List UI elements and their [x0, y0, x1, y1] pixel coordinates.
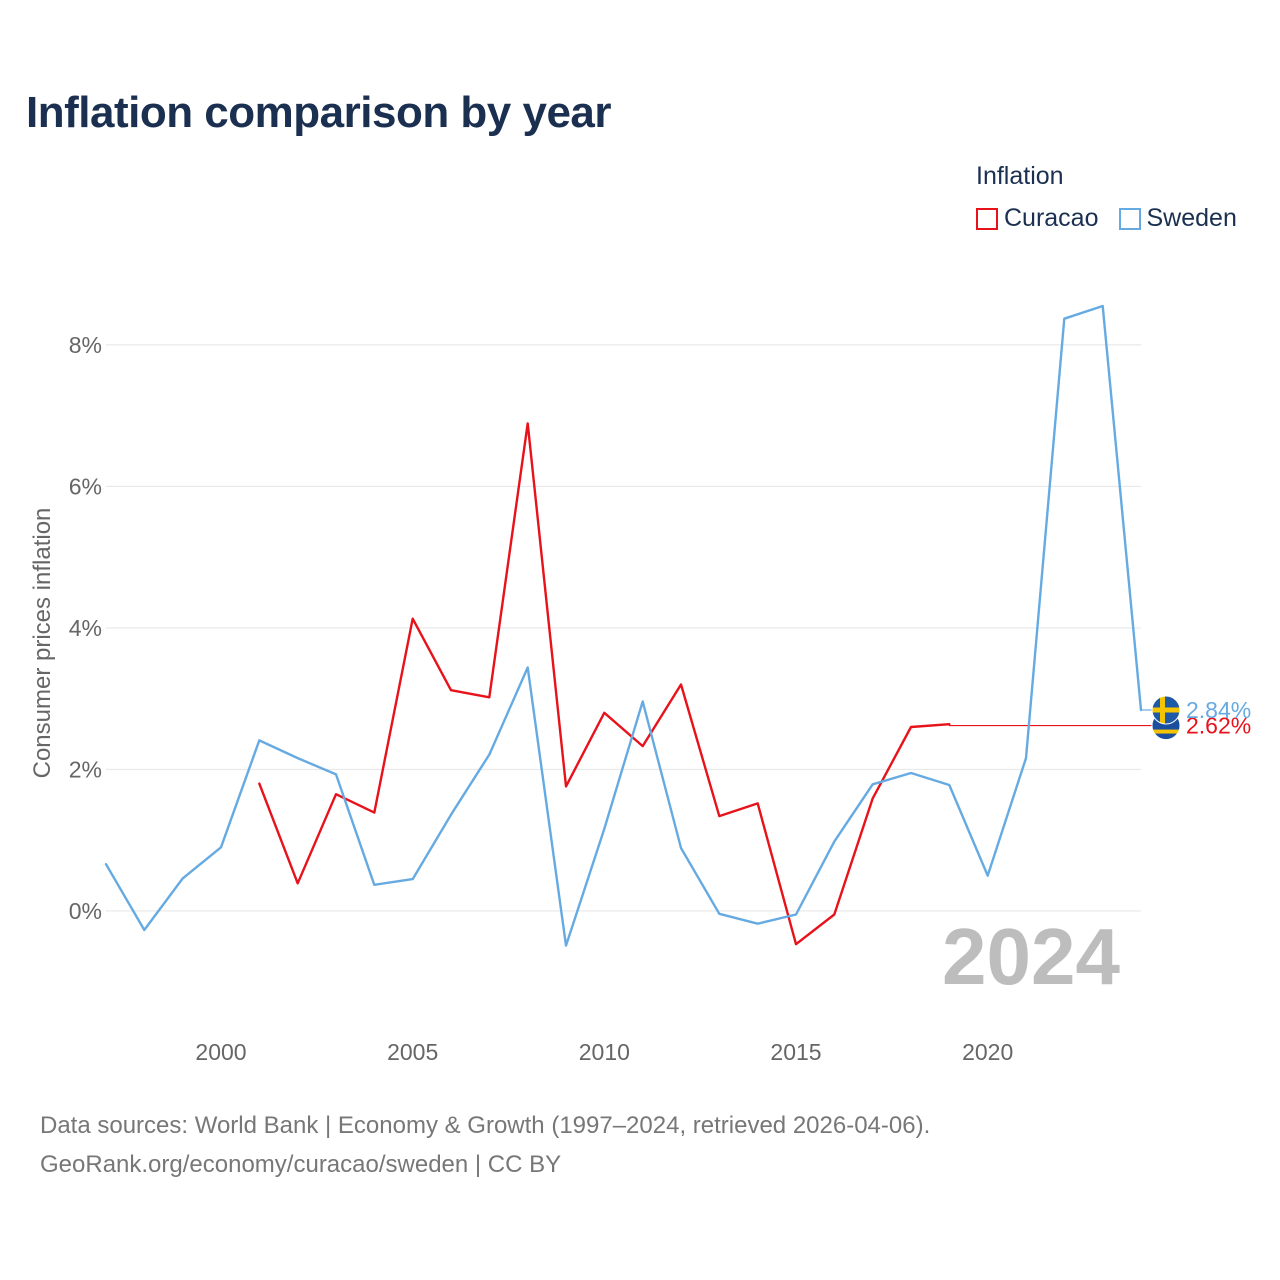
x-tick-label: 2010 [579, 1039, 630, 1065]
legend-item-curacao[interactable]: Curacao [976, 204, 1099, 233]
year-watermark: 2024 [942, 912, 1120, 1001]
x-tick-label: 2015 [770, 1039, 821, 1065]
end-label-sweden: 2.84% [1186, 697, 1251, 723]
y-tick-label: 2% [69, 756, 102, 782]
footer-source: Data sources: World Bank | Economy & Gro… [40, 1112, 931, 1139]
chart-title: Inflation comparison by year [26, 88, 612, 137]
legend-title: Inflation [976, 162, 1064, 190]
legend-swatch-curacao [976, 207, 998, 230]
footer: Data sources: World Bank | Economy & Gro… [40, 1106, 930, 1184]
connector-curacao [948, 724, 1152, 727]
series-line-sweden [104, 304, 1143, 947]
x-tick-label: 2020 [962, 1039, 1013, 1065]
x-tick-label: 2000 [195, 1039, 246, 1065]
legend-item-sweden[interactable]: Sweden [1118, 204, 1237, 233]
legend-swatch-sweden [1118, 207, 1141, 230]
legend-label-sweden: Sweden [1146, 204, 1237, 232]
end-labels: 2.62%2.84% [1151, 695, 1251, 741]
grid-lines [106, 344, 1141, 912]
y-axis-title: Consumer prices inflation [29, 508, 56, 779]
line-chart: 0% 2% 4% 6% 8% 2000 2005 2010 2015 2020 Consumer … [29, 304, 1251, 1065]
footer-url[interactable]: GeoRank.org/economy/curacao/sweden | CC … [40, 1151, 562, 1178]
axis-ticks: 0% 2% 4% 6% 8% 2000 2005 2010 2015 2020 [69, 332, 1014, 1065]
series-line-curacao [258, 422, 951, 946]
series-lines [104, 304, 1152, 947]
y-tick-label: 8% [69, 332, 102, 358]
legend: Curacao Sweden [976, 204, 1237, 233]
x-tick-label: 2005 [387, 1039, 438, 1065]
flag-icon-sweden [1151, 695, 1181, 725]
legend-label-curacao: Curacao [1004, 204, 1099, 232]
y-tick-label: 0% [69, 898, 102, 924]
y-tick-label: 4% [69, 615, 102, 641]
end-label-curacao: 2.62% [1186, 713, 1251, 739]
y-tick-label: 6% [69, 473, 102, 499]
